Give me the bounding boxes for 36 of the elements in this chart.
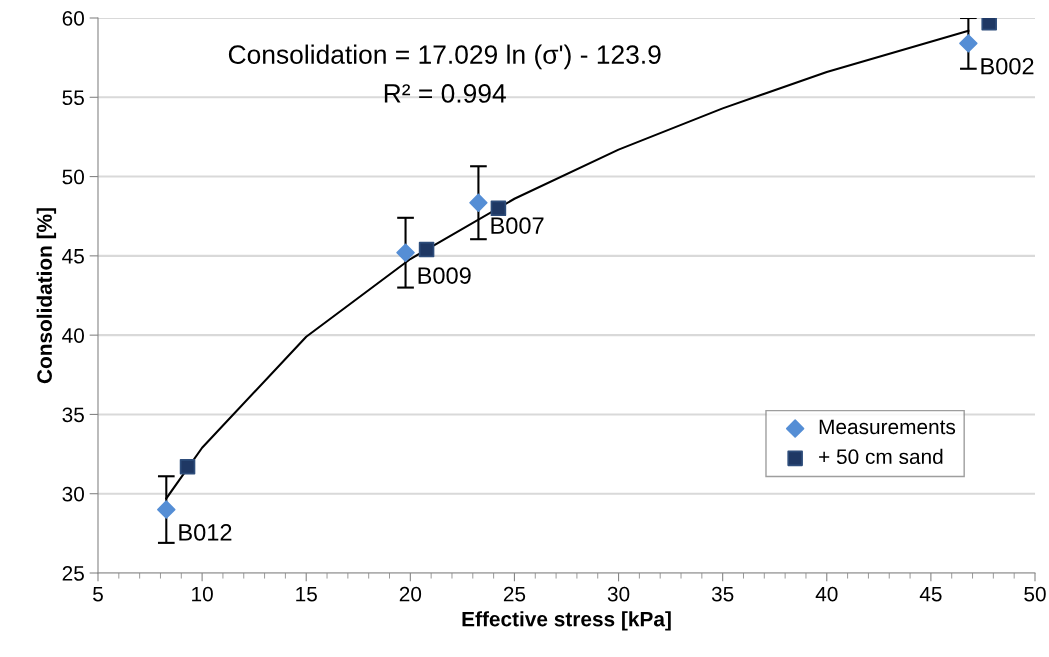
legend-label: + 50 cm sand (819, 448, 943, 465)
x-tick-label: 45 (919, 586, 942, 602)
annotation: B012 (179, 524, 232, 541)
x-tick-label: 15 (296, 586, 317, 602)
y-tick-label: 35 (62, 407, 84, 423)
x-tick-label: 30 (607, 586, 630, 602)
y-tick-label: 25 (62, 566, 84, 581)
point (981, 18, 997, 31)
annotation: B009 (418, 267, 471, 284)
x-tick-label: 40 (815, 586, 838, 602)
y-tick-label: 60 (62, 11, 84, 26)
point (469, 193, 488, 212)
point (490, 200, 507, 217)
x-tick-label: 20 (399, 586, 422, 602)
y-tick-label: 45 (62, 249, 84, 264)
point (157, 500, 176, 519)
x-tick-label: 10 (192, 586, 213, 602)
y-tick-label: 55 (62, 90, 84, 106)
point (418, 241, 435, 258)
legend-label: Measurements (819, 419, 956, 435)
y-tick-label: 30 (62, 486, 84, 502)
x-tick-label: 35 (711, 586, 734, 602)
annotation: B007 (491, 217, 544, 234)
annotation: B002 (981, 57, 1034, 75)
y-axis-title: Consolidation [%] (36, 208, 57, 384)
y-tick-label: 40 (62, 328, 84, 343)
x-axis-title: Effective stress [kPa] (462, 611, 671, 631)
annotation: Consolidation = 17.029 ln (σ') - 123.9 (228, 44, 661, 70)
point (179, 458, 196, 475)
point (396, 243, 415, 262)
x-tick-label: 50 (1024, 586, 1046, 602)
y-tick-label: 50 (62, 169, 84, 185)
x-tick-label: 25 (503, 586, 526, 602)
x-tick-label: 5 (93, 586, 103, 602)
point (959, 34, 978, 53)
annotation: R² = 0.994 (384, 84, 506, 103)
